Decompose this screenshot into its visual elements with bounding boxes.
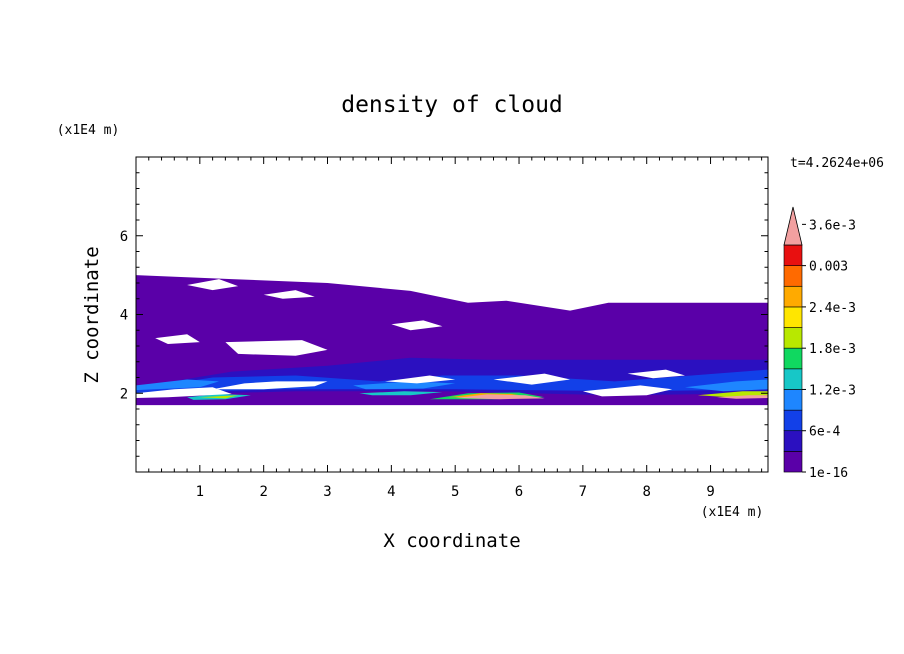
x-tick-label: 2 bbox=[259, 484, 267, 500]
x-tick-label: 3 bbox=[323, 484, 331, 500]
colorbar-extend-arrow bbox=[783, 206, 803, 246]
colorbar-level-label: 0.003 bbox=[809, 260, 848, 275]
colorbar-level-label: 6e-4 bbox=[809, 425, 840, 440]
clear-gap bbox=[391, 320, 443, 331]
colorbar-level-label: 1e-16 bbox=[809, 466, 848, 481]
colorbar-swatch bbox=[783, 389, 803, 411]
colorbar-level-label: 1.2e-3 bbox=[809, 383, 856, 398]
density-region-level-3 bbox=[353, 381, 456, 390]
x-unit-label: (x1E4 m) bbox=[701, 505, 764, 520]
clear-gap bbox=[493, 373, 571, 385]
colorbar-swatch bbox=[783, 368, 803, 390]
x-tick-label: 5 bbox=[451, 484, 459, 500]
clear-gaps bbox=[136, 277, 717, 398]
colorbar-swatch bbox=[783, 327, 803, 349]
colorbar-swatch bbox=[783, 306, 803, 328]
y-tick-label: 4 bbox=[120, 308, 128, 324]
y-tick-label: 6 bbox=[120, 229, 128, 245]
y-axis-ticks: 2 4 6 bbox=[120, 156, 768, 473]
colorbar-level-label: 3.6e-3 bbox=[809, 218, 856, 233]
density-region-level-3 bbox=[136, 379, 219, 391]
density-region-level-4 bbox=[359, 391, 443, 396]
clear-gap bbox=[136, 387, 232, 398]
x-tick-label: 8 bbox=[642, 484, 650, 500]
y-unit-label: (x1E4 m) bbox=[57, 123, 120, 138]
clear-gap bbox=[582, 385, 673, 397]
clear-gap bbox=[468, 277, 622, 303]
density-region-level-11 bbox=[716, 395, 768, 399]
colorbar-level-label: 2.4e-3 bbox=[809, 301, 856, 316]
clear-gap bbox=[665, 285, 717, 297]
colorbar-swatch bbox=[783, 265, 803, 287]
colorbar-swatch bbox=[783, 451, 803, 473]
colorbar-swatch bbox=[783, 347, 803, 370]
clear-gap bbox=[385, 375, 456, 384]
colorbar-swatch bbox=[783, 285, 803, 308]
clear-gap bbox=[155, 334, 200, 344]
density-region-level-3 bbox=[685, 379, 768, 392]
density-region-level-6 bbox=[199, 395, 239, 399]
density-region-level-11 bbox=[455, 394, 545, 400]
clear-gap bbox=[627, 369, 685, 379]
x-tick-label: 1 bbox=[196, 484, 204, 500]
clear-gap bbox=[263, 290, 315, 299]
x-axis-label: X coordinate bbox=[383, 530, 520, 552]
x-tick-label: 6 bbox=[515, 484, 523, 500]
chart-title: density of cloud bbox=[341, 92, 563, 118]
plot-area: 1 2 3 4 5 6 7 8 9 2 4 6 bbox=[120, 156, 769, 500]
x-tick-label: 7 bbox=[579, 484, 587, 500]
x-tick-label: 9 bbox=[706, 484, 714, 500]
colorbar-swatch bbox=[783, 430, 803, 452]
clear-gap bbox=[225, 340, 328, 356]
colorbar-swatch bbox=[783, 409, 803, 432]
colorbar-swatch bbox=[783, 244, 803, 266]
y-axis-label: Z coordinate bbox=[81, 246, 103, 383]
x-tick-label: 4 bbox=[387, 484, 395, 500]
colorbar: 1e-16 6e-4 1.2e-3 1.8e-3 2.4e-3 0.003 3.6e-3 bbox=[783, 206, 856, 481]
time-stamp-label: t=4.2624e+06 bbox=[790, 156, 884, 171]
y-tick-label: 2 bbox=[120, 386, 128, 402]
clear-gap bbox=[187, 279, 239, 291]
x-axis-ticks: 1 2 3 4 5 6 7 8 9 bbox=[135, 157, 763, 500]
colorbar-level-label: 1.8e-3 bbox=[809, 342, 856, 357]
clear-gap bbox=[212, 381, 328, 390]
